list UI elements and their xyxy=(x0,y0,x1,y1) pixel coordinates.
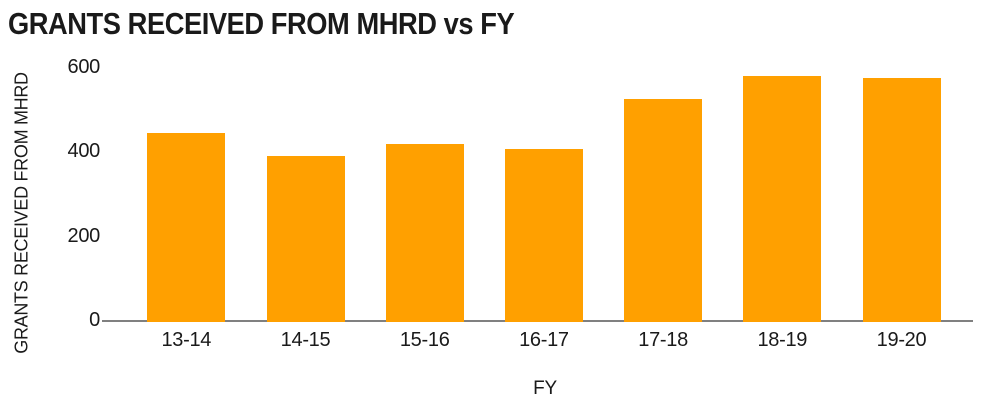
bar-14-15 xyxy=(266,155,345,322)
bar-16-17 xyxy=(504,149,583,322)
bar-15-16 xyxy=(385,144,464,322)
bar-19-20 xyxy=(862,78,941,322)
x-axis-title: FY xyxy=(533,378,557,399)
x-tick-label: 16-17 xyxy=(519,329,569,351)
y-tick-label: 600 xyxy=(67,56,101,78)
x-tick-label: 13-14 xyxy=(161,329,212,351)
x-tick-label: 17-18 xyxy=(638,329,688,351)
x-tick-label: 15-16 xyxy=(399,329,450,351)
y-tick-label: 200 xyxy=(67,224,101,247)
bar-18-19 xyxy=(743,75,822,322)
bar-13-14 xyxy=(147,133,226,322)
x-tick-label: 18-19 xyxy=(757,329,808,351)
y-tick-label: 400 xyxy=(67,140,101,163)
bar-17-18 xyxy=(624,99,703,322)
x-tick-label: 19-20 xyxy=(876,329,927,351)
y-tick-label: 0 xyxy=(89,309,100,331)
x-tick-label: 14-15 xyxy=(280,329,331,351)
chart-title: GRANTS RECEIVED FROM MHRD vs FY xyxy=(8,6,515,41)
